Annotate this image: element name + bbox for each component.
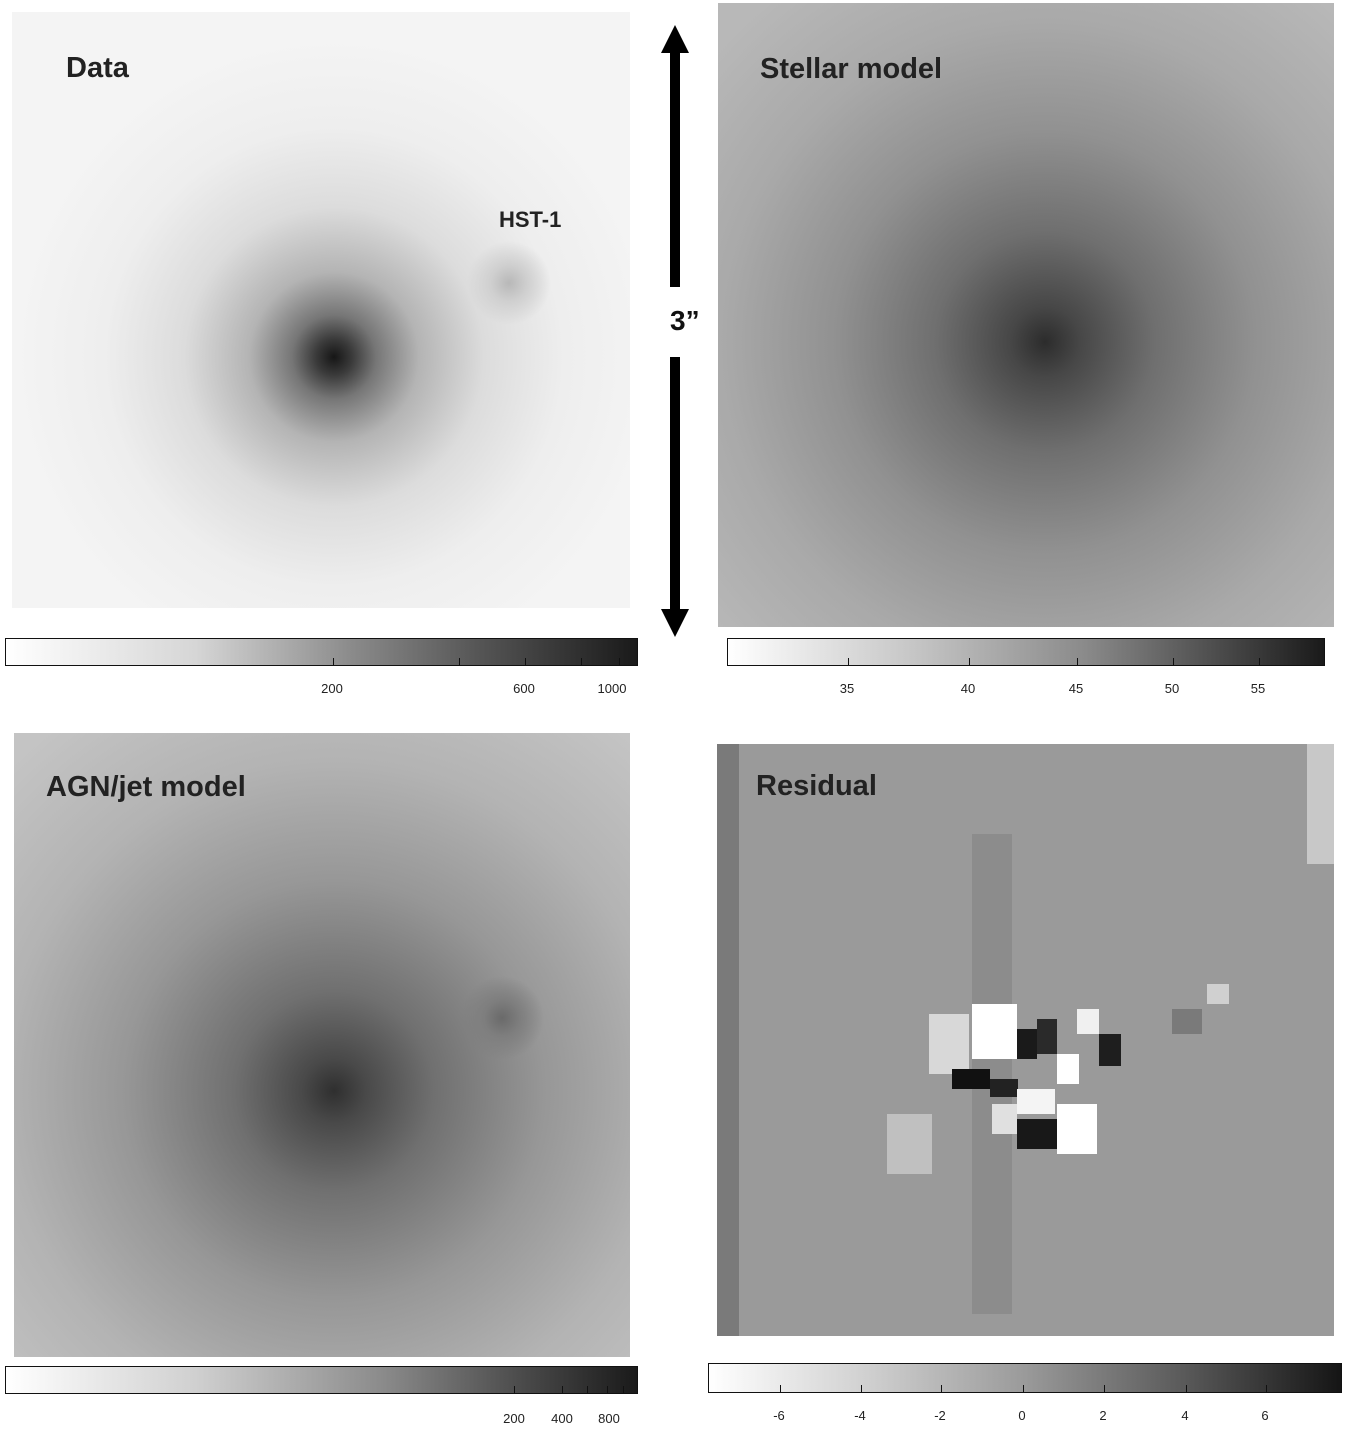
stellar-model-panel: Stellar model xyxy=(718,3,1334,627)
stellar-colorbar-tick-label: 50 xyxy=(1164,681,1180,696)
residual-colorbar-tick xyxy=(941,1385,942,1392)
data-panel: Data HST-1 xyxy=(12,12,630,608)
residual-colorbar-tick xyxy=(1023,1385,1024,1392)
residual-colorbar xyxy=(708,1363,1342,1393)
stellar-colorbar xyxy=(727,638,1325,666)
residual-colorbar-tick-label: -4 xyxy=(854,1408,866,1423)
data-colorbar-tick xyxy=(525,658,526,665)
data-colorbar-tick xyxy=(459,658,460,665)
data-colorbar-tick xyxy=(333,658,334,665)
residual-colorbar-tick-label: 6 xyxy=(1261,1408,1269,1423)
data-colorbar-tick-label: 1000 xyxy=(597,681,627,696)
agn-jet-colorbar-tick xyxy=(562,1386,563,1393)
data-colorbar xyxy=(5,638,638,666)
residual-map xyxy=(717,744,1334,1336)
residual-colorbar-tick xyxy=(1104,1385,1105,1392)
stellar-colorbar-tick xyxy=(1173,658,1174,665)
stellar-colorbar-tick-label: 40 xyxy=(960,681,976,696)
agn-jet-colorbar-tick xyxy=(587,1386,588,1393)
stellar-colorbar-tick-label: 55 xyxy=(1250,681,1266,696)
stellar-colorbar-tick xyxy=(848,658,849,665)
residual-colorbar-tick-label: 0 xyxy=(1018,1408,1026,1423)
scale-arrow xyxy=(661,25,689,637)
agn-jet-colorbar-tick-label: 400 xyxy=(551,1411,573,1426)
agn-jet-colorbar-tick-label: 800 xyxy=(598,1411,620,1426)
data-colorbar-tick-label: 200 xyxy=(321,681,343,696)
residual-panel-label: Residual xyxy=(756,770,877,802)
residual-colorbar-tick-label: -6 xyxy=(773,1408,785,1423)
stellar-colorbar-tick-label: 35 xyxy=(839,681,855,696)
stellar-colorbar-tick xyxy=(969,658,970,665)
residual-colorbar-tick xyxy=(1266,1385,1267,1392)
stellar-model-panel-label: Stellar model xyxy=(760,53,943,85)
residual-colorbar-tick xyxy=(780,1385,781,1392)
residual-colorbar-tick-label: -2 xyxy=(934,1408,946,1423)
scale-bar-label: 3” xyxy=(670,305,700,336)
residual-colorbar-tick xyxy=(1186,1385,1187,1392)
stellar-colorbar-tick-label: 45 xyxy=(1068,681,1084,696)
data-colorbar-tick xyxy=(619,658,620,665)
stellar-colorbar-tick xyxy=(1259,658,1260,665)
agn-jet-colorbar-tick xyxy=(623,1386,624,1393)
data-colorbar-tick-label: 600 xyxy=(513,681,535,696)
residual-colorbar-tick-label: 2 xyxy=(1099,1408,1107,1423)
agn-jet-colorbar xyxy=(5,1366,638,1394)
stellar-colorbar-tick xyxy=(1077,658,1078,665)
agn-jet-colorbar-tick-label: 200 xyxy=(503,1411,525,1426)
agn-jet-model-panel: AGN/jet model xyxy=(14,733,630,1357)
agn-jet-colorbar-tick xyxy=(514,1386,515,1393)
agn-jet-model-panel-label: AGN/jet model xyxy=(46,771,246,803)
agn-jet-colorbar-tick xyxy=(607,1386,608,1393)
residual-colorbar-tick xyxy=(861,1385,862,1392)
residual-panel: Residual xyxy=(717,744,1334,1336)
data-panel-label: Data xyxy=(66,52,129,84)
hst-1-annotation: HST-1 xyxy=(499,207,562,232)
residual-colorbar-tick-label: 4 xyxy=(1181,1408,1189,1423)
data-colorbar-tick xyxy=(581,658,582,665)
